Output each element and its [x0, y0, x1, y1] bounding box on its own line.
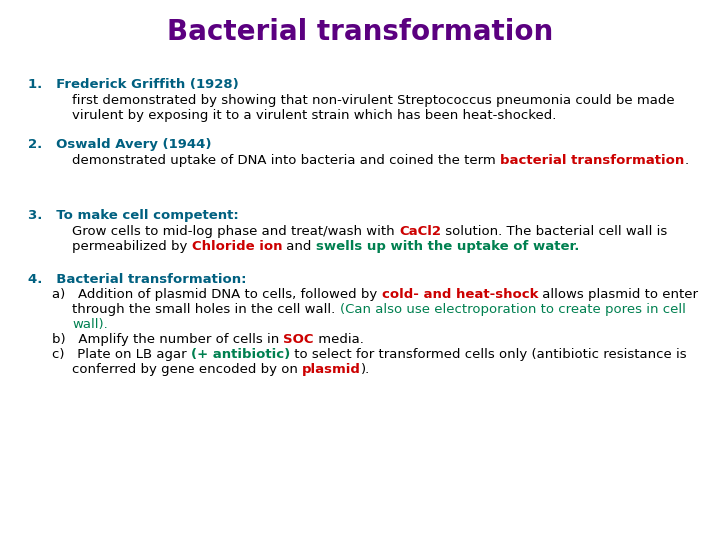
Text: b)   Amplify the number of cells in: b) Amplify the number of cells in	[52, 333, 284, 346]
Text: conferred by gene encoded by on: conferred by gene encoded by on	[72, 363, 302, 376]
Text: (+ antibiotic): (+ antibiotic)	[191, 348, 290, 361]
Text: Grow cells to mid-log phase and treat/wash with: Grow cells to mid-log phase and treat/wa…	[72, 225, 399, 238]
Text: to select for transformed cells only (antibiotic resistance is: to select for transformed cells only (an…	[290, 348, 687, 361]
Text: bacterial transformation: bacterial transformation	[500, 154, 684, 167]
Text: CaCl2: CaCl2	[399, 225, 441, 238]
Text: media.: media.	[314, 333, 364, 346]
Text: SOC: SOC	[284, 333, 314, 346]
Text: 1.   Frederick Griffith (1928): 1. Frederick Griffith (1928)	[28, 78, 239, 91]
Text: through the small holes in the cell wall.: through the small holes in the cell wall…	[72, 303, 340, 316]
Text: .: .	[684, 154, 688, 167]
Text: first demonstrated by showing that non-virulent Streptococcus pneumonia could be: first demonstrated by showing that non-v…	[72, 94, 675, 107]
Text: allows plasmid to enter: allows plasmid to enter	[538, 288, 698, 301]
Text: cold- and heat-shock: cold- and heat-shock	[382, 288, 538, 301]
Text: Bacterial transformation: Bacterial transformation	[167, 18, 553, 46]
Text: solution. The bacterial cell wall is: solution. The bacterial cell wall is	[441, 225, 667, 238]
Text: a)   Addition of plasmid DNA to cells, followed by: a) Addition of plasmid DNA to cells, fol…	[52, 288, 382, 301]
Text: wall).: wall).	[72, 318, 108, 331]
Text: demonstrated uptake of DNA into bacteria and coined the term: demonstrated uptake of DNA into bacteria…	[72, 154, 500, 167]
Text: swells up with the uptake of water.: swells up with the uptake of water.	[316, 240, 579, 253]
Text: 3.   To make cell competent:: 3. To make cell competent:	[28, 209, 239, 222]
Text: and: and	[282, 240, 316, 253]
Text: 2.   Oswald Avery (1944): 2. Oswald Avery (1944)	[28, 138, 212, 151]
Text: (Can also use electroporation to create pores in cell: (Can also use electroporation to create …	[340, 303, 685, 316]
Text: Chloride ion: Chloride ion	[192, 240, 282, 253]
Text: virulent by exposing it to a virulent strain which has been heat-shocked.: virulent by exposing it to a virulent st…	[72, 109, 557, 122]
Text: ).: ).	[361, 363, 370, 376]
Text: c)   Plate on LB agar: c) Plate on LB agar	[52, 348, 191, 361]
Text: permeabilized by: permeabilized by	[72, 240, 192, 253]
Text: plasmid: plasmid	[302, 363, 361, 376]
Text: 4.   Bacterial transformation:: 4. Bacterial transformation:	[28, 273, 246, 286]
